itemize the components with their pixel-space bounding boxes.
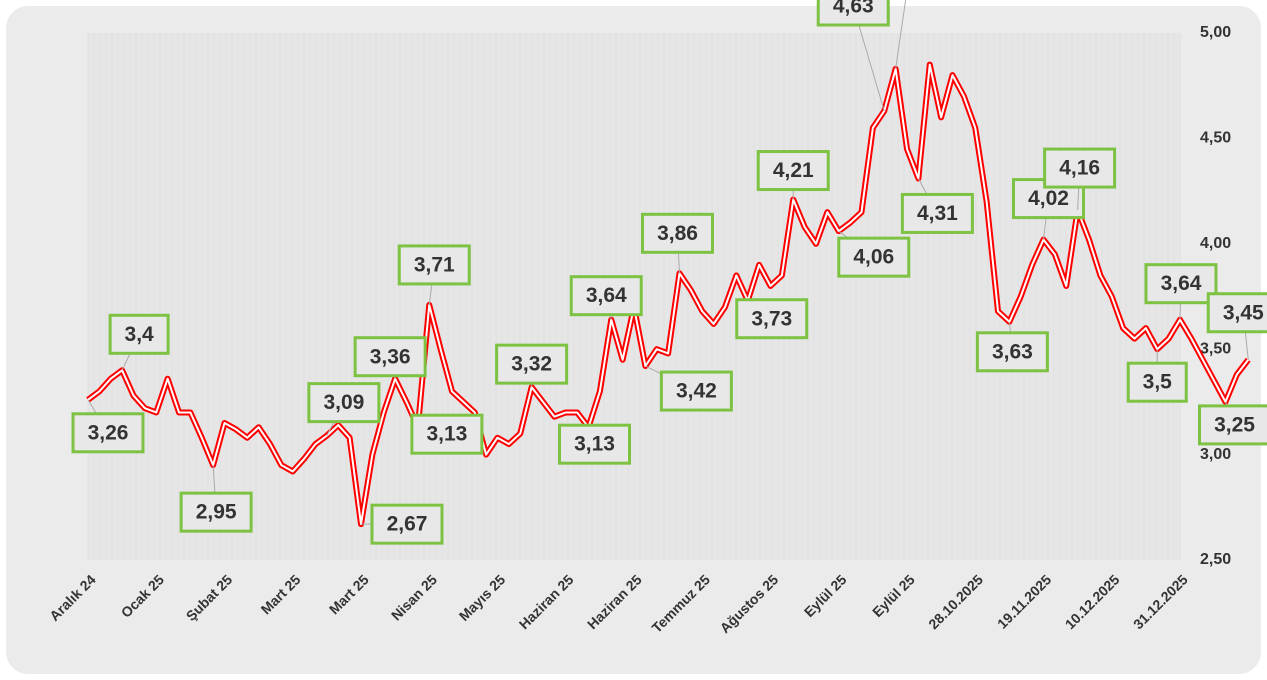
data-label: 3,09 [323, 391, 364, 414]
data-label: 2,95 [196, 501, 237, 524]
label-box [370, 503, 444, 545]
label-box [837, 236, 911, 278]
label-box [179, 491, 253, 533]
data-label: 3,13 [426, 423, 467, 446]
y-tick-label: 2,50 [1200, 551, 1231, 568]
data-label: 3,5 [1143, 371, 1173, 394]
label-box [1198, 404, 1267, 446]
label-box [1144, 263, 1218, 305]
data-label: 3,64 [586, 284, 627, 307]
y-tick-label: 4,50 [1200, 130, 1231, 147]
data-label: 4,02 [1028, 187, 1069, 210]
line-inner [87, 63, 1250, 526]
data-label: 3,13 [574, 433, 615, 456]
label-box [569, 275, 643, 317]
data-label: 3,4 [125, 323, 155, 346]
data-label: 2,67 [387, 513, 428, 536]
data-label: 3,42 [676, 380, 717, 403]
data-label: 3,25 [1214, 413, 1255, 436]
label-box [659, 370, 733, 412]
label-box [816, 0, 890, 27]
data-label: 3,26 [88, 421, 129, 444]
label-box [495, 343, 569, 385]
label-box [1043, 147, 1117, 189]
label-box [397, 244, 471, 286]
label-box [975, 331, 1049, 373]
data-label: 4,63 [833, 0, 874, 18]
label-box [756, 150, 830, 192]
label-box [1206, 292, 1267, 334]
data-label: 4,16 [1059, 157, 1100, 180]
data-label: 3,32 [511, 353, 552, 376]
data-label: 3,45 [1223, 301, 1264, 324]
label-box [71, 412, 145, 454]
label-box [108, 313, 170, 355]
data-label: 4,31 [917, 202, 958, 225]
data-label: 3,64 [1161, 272, 1202, 295]
y-tick-label: 4,00 [1200, 235, 1231, 252]
data-label: 3,73 [751, 307, 792, 330]
label-box [641, 212, 714, 254]
data-label: 3,36 [370, 345, 411, 368]
leader-line [895, 0, 907, 69]
label-box [353, 336, 427, 378]
y-tick-label: 3,50 [1200, 340, 1231, 357]
data-label: 4,06 [853, 246, 894, 269]
data-label: 4,21 [773, 159, 814, 182]
label-box [410, 413, 484, 455]
data-label: 3,86 [657, 222, 698, 245]
y-tick-label: 3,00 [1200, 446, 1231, 463]
label-box [735, 298, 809, 340]
data-label: 3,63 [992, 340, 1033, 363]
data-label: 3,71 [414, 253, 455, 276]
label-box [900, 192, 974, 234]
label-box [307, 382, 381, 424]
label-box [1126, 361, 1188, 403]
y-tick-label: 5,00 [1200, 24, 1231, 41]
label-box [558, 423, 631, 465]
